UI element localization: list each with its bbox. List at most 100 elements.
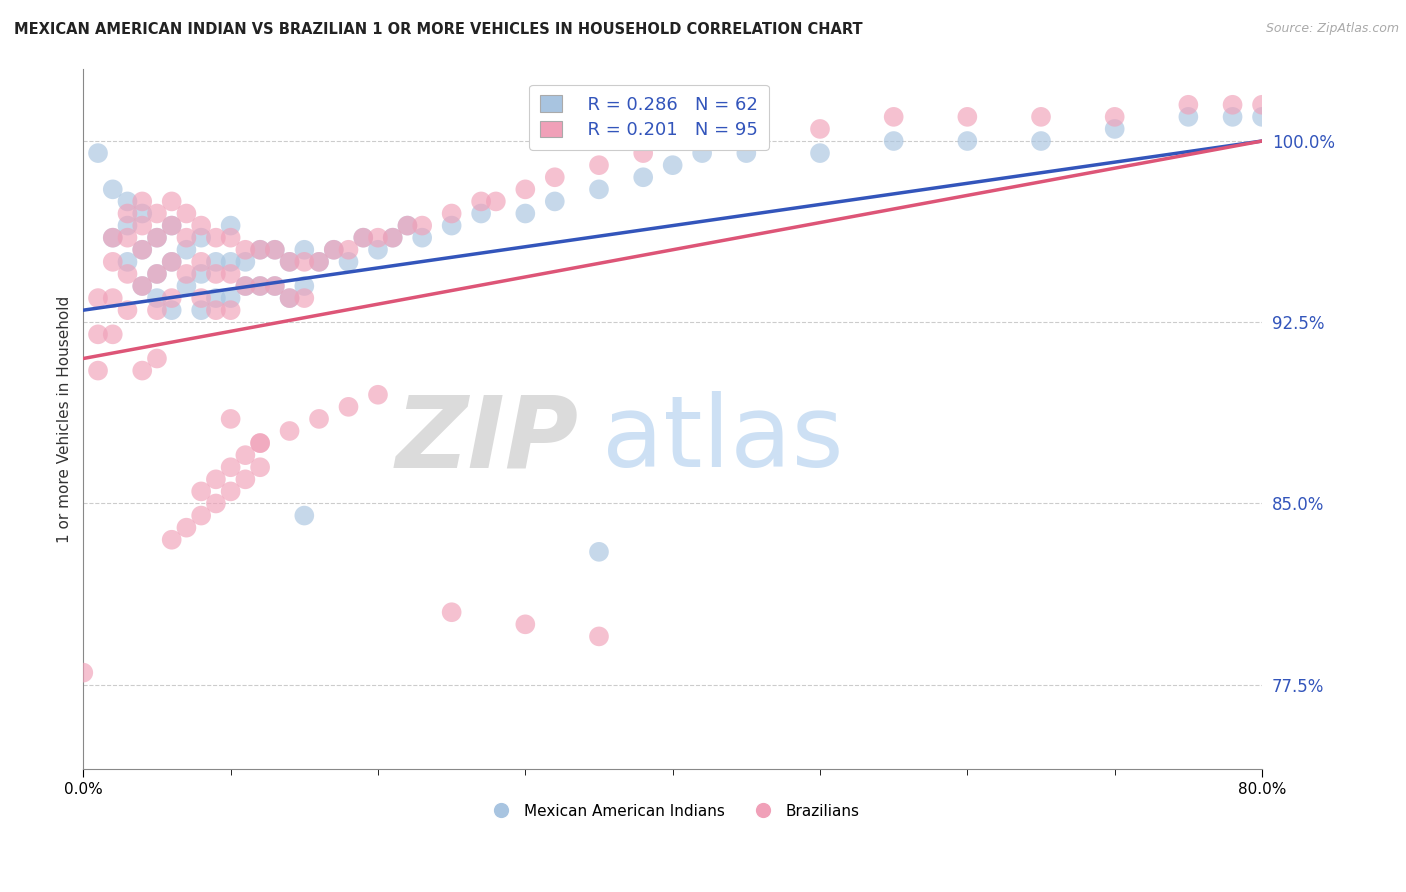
Point <box>219 291 242 305</box>
Point <box>249 243 271 257</box>
Point <box>544 194 567 209</box>
Point <box>117 194 139 209</box>
Point <box>160 219 183 233</box>
Point <box>87 146 110 161</box>
Point <box>160 291 183 305</box>
Point <box>808 122 831 136</box>
Point <box>588 545 610 559</box>
Point <box>235 279 257 293</box>
Point <box>117 219 139 233</box>
Point <box>101 230 124 244</box>
Point <box>219 267 242 281</box>
Point <box>205 496 228 510</box>
Point <box>146 351 169 366</box>
Point <box>205 255 228 269</box>
Point <box>883 134 905 148</box>
Point <box>396 219 419 233</box>
Point <box>263 243 285 257</box>
Point <box>235 255 257 269</box>
Point <box>322 243 344 257</box>
Point <box>72 665 94 680</box>
Y-axis label: 1 or more Vehicles in Household: 1 or more Vehicles in Household <box>58 295 72 542</box>
Point <box>117 267 139 281</box>
Point <box>411 230 433 244</box>
Point <box>1029 110 1052 124</box>
Point <box>278 424 301 438</box>
Point <box>176 279 198 293</box>
Point <box>263 279 285 293</box>
Point <box>883 110 905 124</box>
Point <box>87 327 110 342</box>
Point <box>956 110 979 124</box>
Point <box>515 617 537 632</box>
Point <box>131 243 153 257</box>
Point <box>631 146 654 161</box>
Point <box>190 230 212 244</box>
Point <box>1104 122 1126 136</box>
Point <box>205 267 228 281</box>
Point <box>190 255 212 269</box>
Point <box>101 182 124 196</box>
Point <box>308 255 330 269</box>
Point <box>131 279 153 293</box>
Point <box>190 291 212 305</box>
Point <box>292 508 315 523</box>
Point <box>249 436 271 450</box>
Point <box>1029 134 1052 148</box>
Point <box>176 206 198 220</box>
Point <box>1251 110 1274 124</box>
Point <box>160 255 183 269</box>
Point <box>337 255 360 269</box>
Point <box>278 291 301 305</box>
Point <box>190 219 212 233</box>
Point <box>160 255 183 269</box>
Point <box>219 303 242 318</box>
Point <box>631 170 654 185</box>
Point <box>588 158 610 172</box>
Point <box>381 230 404 244</box>
Point <box>101 230 124 244</box>
Point <box>263 279 285 293</box>
Point <box>322 243 344 257</box>
Point <box>308 255 330 269</box>
Point <box>249 243 271 257</box>
Point <box>808 146 831 161</box>
Point <box>515 206 537 220</box>
Point <box>219 412 242 426</box>
Point <box>485 194 508 209</box>
Point <box>176 230 198 244</box>
Point <box>381 230 404 244</box>
Point <box>367 388 389 402</box>
Point <box>87 291 110 305</box>
Text: Source: ZipAtlas.com: Source: ZipAtlas.com <box>1265 22 1399 36</box>
Point <box>160 303 183 318</box>
Point <box>146 267 169 281</box>
Point <box>661 158 683 172</box>
Point <box>411 219 433 233</box>
Point <box>176 521 198 535</box>
Point <box>292 279 315 293</box>
Point <box>205 230 228 244</box>
Point <box>131 243 153 257</box>
Point <box>117 230 139 244</box>
Point <box>205 303 228 318</box>
Point <box>735 146 758 161</box>
Point <box>690 146 713 161</box>
Point <box>337 400 360 414</box>
Point <box>131 363 153 377</box>
Point <box>146 267 169 281</box>
Point <box>131 219 153 233</box>
Point <box>219 230 242 244</box>
Point <box>146 291 169 305</box>
Point <box>1177 110 1199 124</box>
Point <box>661 134 683 148</box>
Point <box>337 243 360 257</box>
Point <box>205 291 228 305</box>
Point <box>219 484 242 499</box>
Point <box>235 448 257 462</box>
Point <box>588 629 610 643</box>
Point <box>235 243 257 257</box>
Point <box>352 230 374 244</box>
Point <box>101 255 124 269</box>
Point <box>190 303 212 318</box>
